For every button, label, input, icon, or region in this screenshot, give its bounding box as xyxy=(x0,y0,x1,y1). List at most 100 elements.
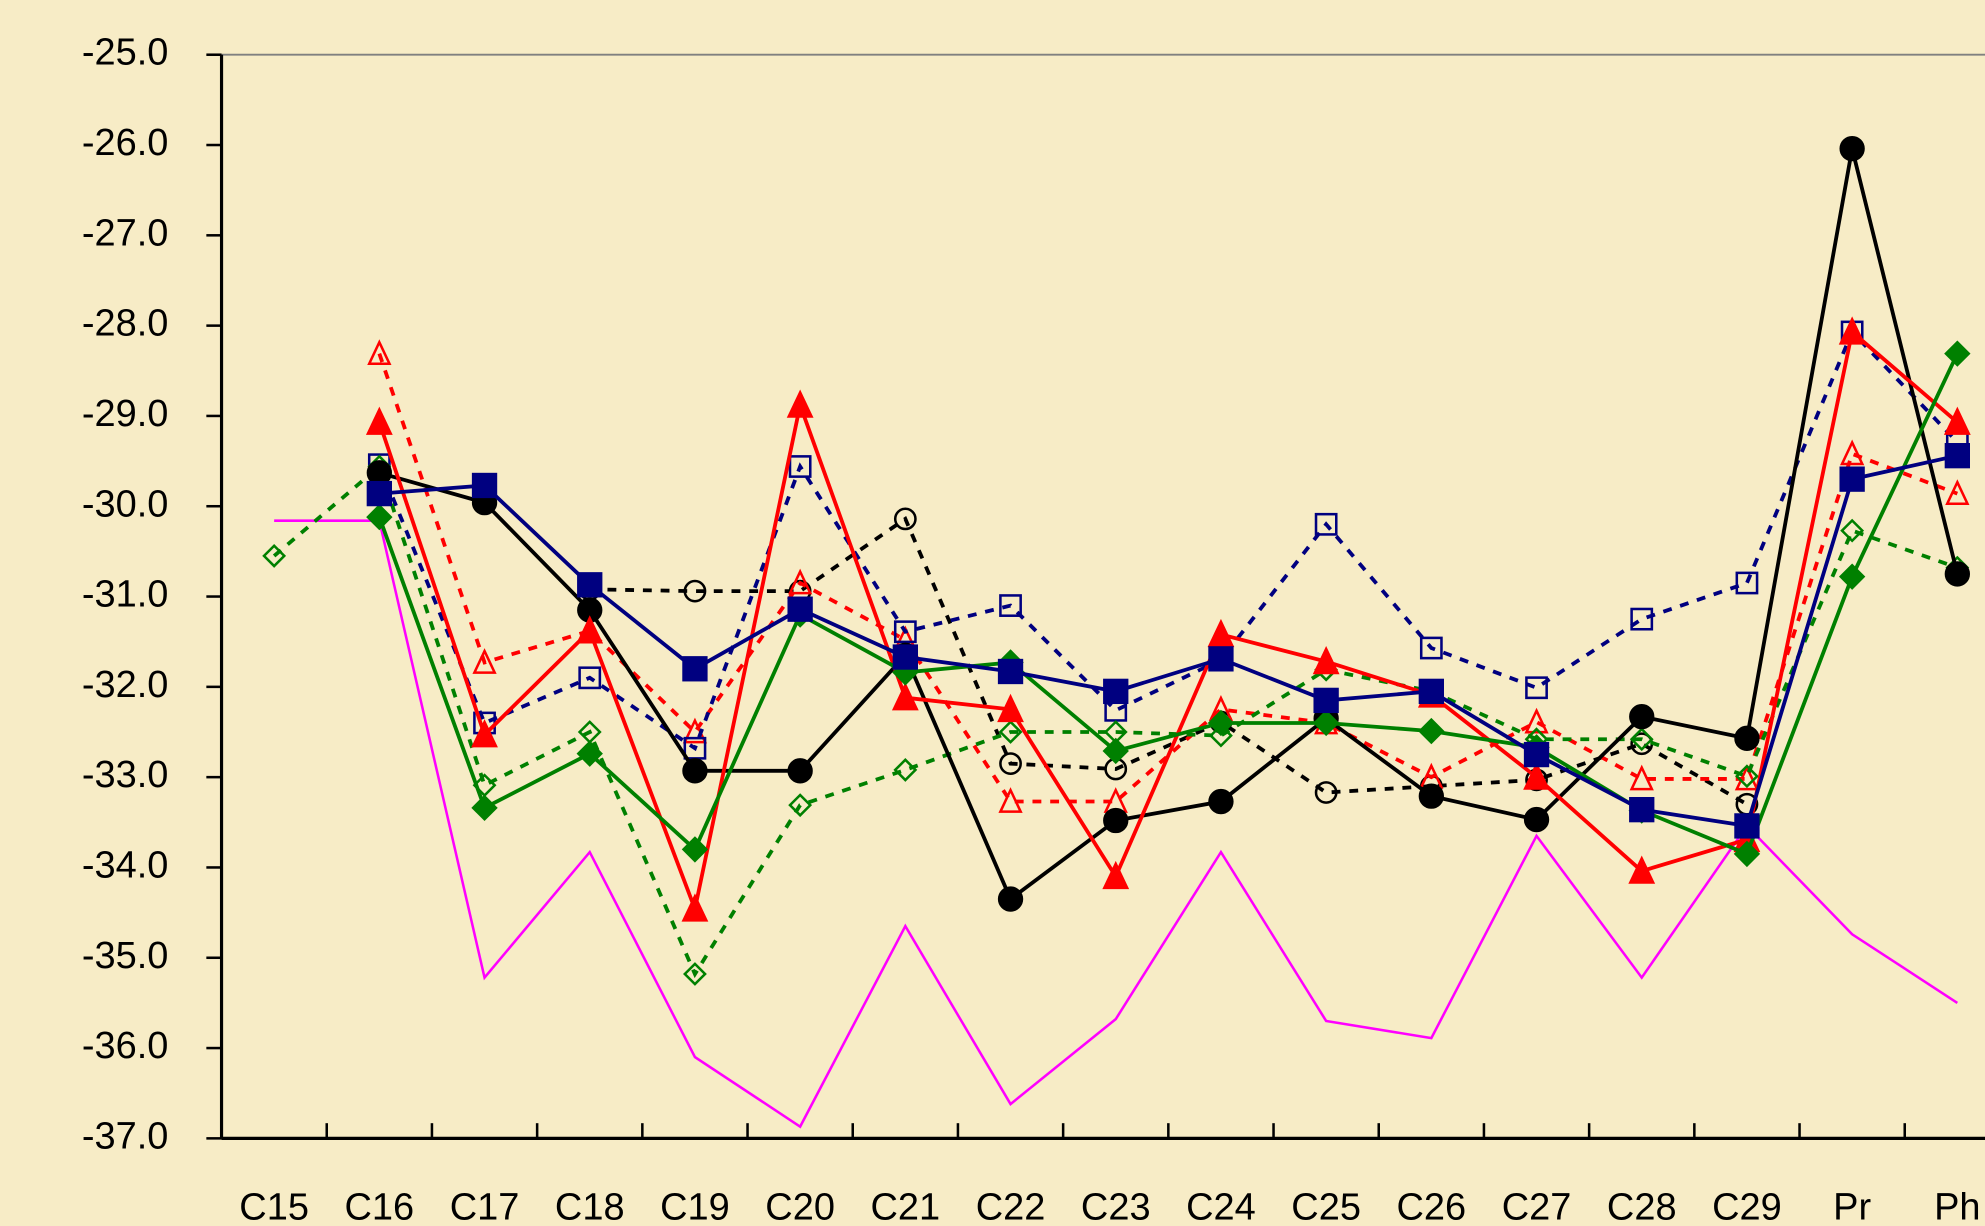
x-tick-label: C24 xyxy=(1186,1186,1256,1226)
point xyxy=(681,836,709,863)
series-line xyxy=(274,519,1959,1129)
x-tick-label: Ph xyxy=(1934,1186,1980,1226)
x-tick-label: C25 xyxy=(1291,1186,1361,1226)
point xyxy=(1208,788,1234,815)
series-line xyxy=(379,453,1958,829)
x-tick-label: C23 xyxy=(1081,1186,1151,1226)
point xyxy=(1944,443,1970,469)
point xyxy=(1734,725,1760,751)
point xyxy=(999,752,1022,775)
point xyxy=(1523,806,1550,833)
point xyxy=(788,568,813,595)
point xyxy=(1735,764,1759,789)
point xyxy=(1207,709,1235,737)
point xyxy=(1103,807,1129,834)
point xyxy=(786,389,814,418)
point xyxy=(1525,676,1548,700)
point xyxy=(1312,645,1340,675)
point xyxy=(788,793,813,818)
point xyxy=(1207,618,1235,648)
x-tick-label: C29 xyxy=(1712,1186,1782,1226)
point xyxy=(366,503,393,531)
point xyxy=(683,579,707,603)
point xyxy=(1313,687,1339,714)
series-line xyxy=(377,328,1959,916)
x-tick-label: C28 xyxy=(1607,1186,1677,1226)
point xyxy=(1102,860,1130,890)
x-tick-label: C26 xyxy=(1397,1186,1467,1226)
point xyxy=(1312,709,1340,737)
point xyxy=(1734,764,1760,791)
point xyxy=(997,886,1024,912)
point xyxy=(1629,703,1655,730)
point xyxy=(1524,707,1549,734)
series-line xyxy=(378,148,1960,903)
point xyxy=(787,758,813,784)
point xyxy=(1839,135,1865,162)
x-tick-label: C20 xyxy=(765,1186,835,1226)
point xyxy=(1839,466,1865,492)
point xyxy=(1838,563,1866,590)
point xyxy=(1943,406,1971,435)
point xyxy=(997,658,1024,685)
y-tick-label: -35.0 xyxy=(82,935,169,977)
y-tick-label: -31.0 xyxy=(82,574,169,616)
y-tick-label: -37.0 xyxy=(82,1115,169,1157)
point xyxy=(576,615,604,644)
y-tick-label: -32.0 xyxy=(82,664,169,706)
point xyxy=(578,666,602,690)
point xyxy=(682,758,708,784)
point xyxy=(1314,512,1338,536)
x-tick-label: C15 xyxy=(239,1186,309,1226)
point xyxy=(1735,571,1759,595)
point xyxy=(999,594,1022,617)
point xyxy=(1419,636,1443,660)
point xyxy=(1629,797,1655,823)
point xyxy=(1838,316,1866,345)
point xyxy=(1630,607,1654,631)
y-tick-label: -25.0 xyxy=(82,32,169,74)
point xyxy=(366,460,392,486)
point xyxy=(367,339,392,366)
point xyxy=(1944,561,1970,587)
y-tick-label: -27.0 xyxy=(82,212,169,254)
x-tick-label: C17 xyxy=(450,1186,520,1226)
point xyxy=(366,480,392,507)
x-tick-label: Pr xyxy=(1833,1186,1871,1226)
point xyxy=(1629,727,1654,752)
point xyxy=(1945,479,1970,505)
y-tick-label: -34.0 xyxy=(82,844,169,886)
point xyxy=(1523,761,1550,790)
point xyxy=(1314,781,1338,804)
y-tick-label: -26.0 xyxy=(82,122,169,164)
point xyxy=(997,693,1024,723)
point xyxy=(1103,678,1129,705)
point xyxy=(1840,518,1865,543)
point xyxy=(1208,646,1234,672)
point xyxy=(1944,340,1971,367)
y-tick-label: -28.0 xyxy=(82,303,169,345)
x-tick-label: C22 xyxy=(976,1186,1046,1226)
point xyxy=(1734,813,1760,839)
y-tick-label: -30.0 xyxy=(82,483,169,525)
point xyxy=(1418,678,1444,705)
series-line xyxy=(589,516,1748,806)
point xyxy=(471,794,498,822)
point xyxy=(471,472,498,499)
point xyxy=(893,507,917,531)
point xyxy=(998,787,1023,813)
point xyxy=(892,644,918,670)
point xyxy=(1733,840,1761,868)
y-tick-label: -29.0 xyxy=(82,393,169,435)
point xyxy=(787,596,813,622)
y-tick-label: -33.0 xyxy=(82,754,169,796)
point xyxy=(577,572,603,598)
point xyxy=(1209,723,1233,748)
point xyxy=(472,648,497,674)
point xyxy=(365,406,393,435)
point xyxy=(1840,439,1865,466)
point xyxy=(576,740,603,767)
point xyxy=(893,620,917,644)
point xyxy=(891,682,919,711)
